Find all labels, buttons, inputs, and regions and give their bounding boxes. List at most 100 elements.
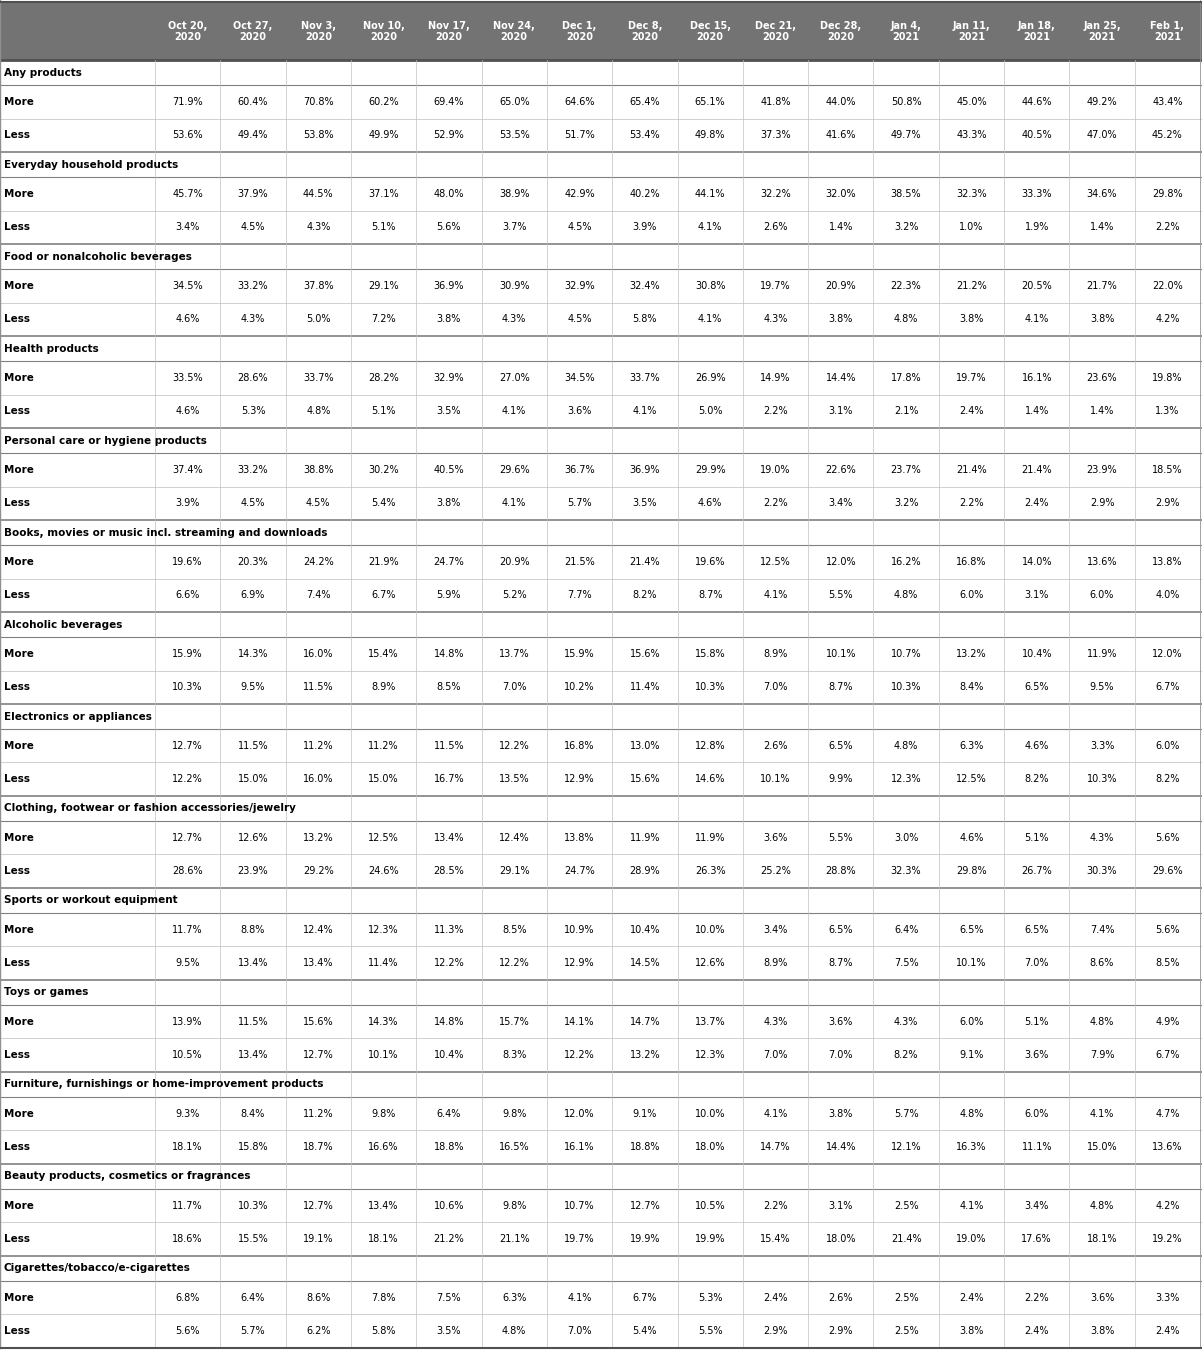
Text: 5.6%: 5.6% bbox=[1155, 925, 1179, 934]
Bar bbox=[0, 1004, 1202, 1038]
Text: 2.6%: 2.6% bbox=[763, 741, 787, 751]
Text: 12.7%: 12.7% bbox=[172, 741, 203, 751]
Text: 5.8%: 5.8% bbox=[632, 315, 657, 324]
Text: 10.9%: 10.9% bbox=[564, 925, 595, 934]
Text: 9.8%: 9.8% bbox=[502, 1200, 526, 1211]
Text: Everyday household products: Everyday household products bbox=[4, 159, 178, 170]
Text: 5.3%: 5.3% bbox=[240, 406, 266, 416]
Text: 6.0%: 6.0% bbox=[1024, 1108, 1049, 1119]
Text: 5.7%: 5.7% bbox=[567, 498, 591, 509]
Bar bbox=[0, 946, 1202, 980]
Text: 14.8%: 14.8% bbox=[434, 1017, 464, 1026]
Text: 12.2%: 12.2% bbox=[172, 775, 203, 784]
Text: 18.8%: 18.8% bbox=[434, 1142, 464, 1152]
Bar bbox=[0, 85, 1202, 119]
Text: 28.9%: 28.9% bbox=[630, 867, 660, 876]
Text: 13.8%: 13.8% bbox=[564, 833, 595, 842]
Text: More: More bbox=[4, 464, 34, 475]
Text: 20.9%: 20.9% bbox=[499, 556, 530, 567]
Text: 6.7%: 6.7% bbox=[632, 1292, 657, 1303]
Text: 5.0%: 5.0% bbox=[698, 406, 722, 416]
Text: 17.8%: 17.8% bbox=[891, 373, 922, 383]
Text: 15.9%: 15.9% bbox=[564, 649, 595, 659]
Text: 4.1%: 4.1% bbox=[763, 590, 787, 601]
Text: 6.5%: 6.5% bbox=[1024, 925, 1049, 934]
Text: 37.4%: 37.4% bbox=[172, 464, 203, 475]
Text: 3.8%: 3.8% bbox=[828, 1108, 853, 1119]
Text: 4.3%: 4.3% bbox=[763, 1017, 787, 1026]
Text: 14.5%: 14.5% bbox=[630, 958, 660, 968]
Text: 8.9%: 8.9% bbox=[763, 649, 787, 659]
Text: 11.3%: 11.3% bbox=[434, 925, 464, 934]
Text: Dec 28,
2020: Dec 28, 2020 bbox=[820, 20, 862, 42]
Text: 2.2%: 2.2% bbox=[1024, 1292, 1049, 1303]
Text: 3.8%: 3.8% bbox=[1090, 315, 1114, 324]
Bar bbox=[0, 61, 1202, 85]
Text: 10.0%: 10.0% bbox=[695, 1108, 725, 1119]
Text: 38.9%: 38.9% bbox=[499, 189, 529, 198]
Text: 19.9%: 19.9% bbox=[630, 1234, 660, 1245]
Text: More: More bbox=[4, 97, 34, 107]
Text: 40.2%: 40.2% bbox=[630, 189, 660, 198]
Text: 2.2%: 2.2% bbox=[763, 498, 787, 509]
Text: 60.4%: 60.4% bbox=[238, 97, 268, 107]
Text: 4.5%: 4.5% bbox=[240, 223, 266, 232]
Text: 2.6%: 2.6% bbox=[828, 1292, 853, 1303]
Text: 8.5%: 8.5% bbox=[1155, 958, 1179, 968]
Text: 9.1%: 9.1% bbox=[632, 1108, 657, 1119]
Text: 5.6%: 5.6% bbox=[1155, 833, 1179, 842]
Text: 33.2%: 33.2% bbox=[238, 464, 268, 475]
Text: 24.2%: 24.2% bbox=[303, 556, 334, 567]
Text: 1.3%: 1.3% bbox=[1155, 406, 1179, 416]
Text: 6.7%: 6.7% bbox=[1155, 1050, 1179, 1060]
Bar bbox=[0, 1281, 1202, 1315]
Text: 12.0%: 12.0% bbox=[564, 1108, 595, 1119]
Text: 16.3%: 16.3% bbox=[956, 1142, 987, 1152]
Text: 32.4%: 32.4% bbox=[630, 281, 660, 290]
Text: Oct 20,
2020: Oct 20, 2020 bbox=[168, 20, 207, 42]
Text: 6.2%: 6.2% bbox=[307, 1326, 331, 1336]
Text: 2.9%: 2.9% bbox=[828, 1326, 853, 1336]
Bar bbox=[0, 821, 1202, 855]
Text: 65.0%: 65.0% bbox=[499, 97, 530, 107]
Text: 3.4%: 3.4% bbox=[763, 925, 787, 934]
Text: 10.4%: 10.4% bbox=[630, 925, 660, 934]
Text: 13.6%: 13.6% bbox=[1087, 556, 1118, 567]
Text: 10.3%: 10.3% bbox=[238, 1200, 268, 1211]
Text: 11.1%: 11.1% bbox=[1022, 1142, 1052, 1152]
Text: More: More bbox=[4, 1108, 34, 1119]
Text: 13.9%: 13.9% bbox=[172, 1017, 203, 1026]
Text: 43.4%: 43.4% bbox=[1152, 97, 1183, 107]
Text: 15.7%: 15.7% bbox=[499, 1017, 530, 1026]
Text: Oct 27,
2020: Oct 27, 2020 bbox=[233, 20, 273, 42]
Text: Toys or games: Toys or games bbox=[4, 987, 89, 998]
Text: 4.9%: 4.9% bbox=[1155, 1017, 1179, 1026]
Text: 24.6%: 24.6% bbox=[368, 867, 399, 876]
Text: 4.8%: 4.8% bbox=[894, 590, 918, 601]
Text: 18.1%: 18.1% bbox=[1087, 1234, 1118, 1245]
Text: 11.5%: 11.5% bbox=[238, 741, 268, 751]
Text: Nov 10,
2020: Nov 10, 2020 bbox=[363, 20, 404, 42]
Text: 4.3%: 4.3% bbox=[240, 315, 266, 324]
Text: 13.0%: 13.0% bbox=[630, 741, 660, 751]
Text: More: More bbox=[4, 281, 34, 290]
Text: 10.1%: 10.1% bbox=[368, 1050, 399, 1060]
Text: 6.4%: 6.4% bbox=[436, 1108, 462, 1119]
Text: 4.5%: 4.5% bbox=[567, 223, 591, 232]
Text: 28.5%: 28.5% bbox=[434, 867, 464, 876]
Text: 12.0%: 12.0% bbox=[1152, 649, 1183, 659]
Text: Health products: Health products bbox=[4, 344, 99, 354]
Text: 16.8%: 16.8% bbox=[564, 741, 595, 751]
Text: 3.1%: 3.1% bbox=[1024, 590, 1049, 601]
Text: 49.2%: 49.2% bbox=[1087, 97, 1118, 107]
Text: 5.6%: 5.6% bbox=[436, 223, 462, 232]
Text: 29.8%: 29.8% bbox=[1152, 189, 1183, 198]
Text: 8.7%: 8.7% bbox=[698, 590, 722, 601]
Text: 8.5%: 8.5% bbox=[436, 682, 462, 693]
Text: 8.4%: 8.4% bbox=[240, 1108, 266, 1119]
Text: 15.5%: 15.5% bbox=[238, 1234, 268, 1245]
Text: 30.2%: 30.2% bbox=[368, 464, 399, 475]
Text: 60.2%: 60.2% bbox=[368, 97, 399, 107]
Text: 14.6%: 14.6% bbox=[695, 775, 725, 784]
Text: More: More bbox=[4, 189, 34, 198]
